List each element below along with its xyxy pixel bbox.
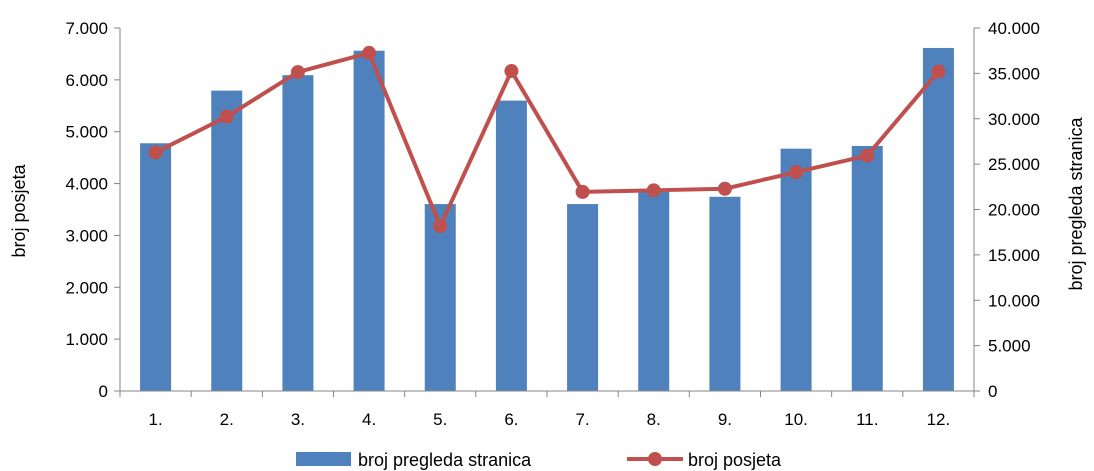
bar (638, 191, 670, 391)
x-tick-label: 3. (291, 410, 305, 429)
legend-label-line: broj posjeta (688, 450, 782, 470)
bar (211, 90, 243, 392)
bar (922, 47, 954, 392)
x-tick-label: 8. (647, 410, 661, 429)
bar (851, 145, 883, 391)
y-left-tick-label: 1.000 (65, 330, 108, 349)
legend-swatch-bars (296, 452, 351, 466)
y-left-tick-label: 7.000 (65, 19, 108, 38)
x-tick-label: 5. (433, 410, 447, 429)
y-right-tick-label: 10.000 (988, 291, 1040, 310)
y-axis-left-title: broj posjeta (9, 163, 29, 257)
x-tick-label: 4. (362, 410, 376, 429)
bar (709, 196, 741, 391)
x-tick-label: 11. (856, 410, 878, 429)
y-left-tick-label: 3.000 (65, 226, 108, 245)
line-marker (219, 109, 234, 124)
y-left-tick-label: 6.000 (65, 71, 108, 90)
bar (424, 204, 456, 391)
bar (780, 148, 812, 391)
line-marker (717, 181, 732, 196)
line-marker (362, 45, 377, 60)
line-marker (646, 183, 661, 198)
y-right-tick-label: 5.000 (988, 337, 1031, 356)
line-path (154, 50, 940, 229)
x-tick-label: 2. (220, 410, 234, 429)
bar (140, 143, 172, 391)
line-series (148, 45, 946, 234)
bar (495, 100, 527, 391)
y-right-tick-label: 35.000 (988, 64, 1040, 83)
tick-labels: 0 1.000 2.000 3.000 4.000 5.000 6.000 7.000 0 5.0… (65, 19, 1040, 429)
axes (114, 27, 980, 397)
y-left-tick-label: 4.000 (65, 175, 108, 194)
y-right-tick-label: 30.000 (988, 110, 1040, 129)
x-tick-label: 12. (927, 410, 951, 429)
line-marker (931, 64, 946, 79)
line-marker (433, 219, 448, 234)
legend: broj pregleda stranica broj posjeta (296, 450, 782, 470)
y-left-tick-label: 5.000 (65, 123, 108, 142)
y-axis-right-title: broj pregleda stranica (1066, 116, 1086, 290)
line-marker (789, 165, 804, 180)
x-tick-label: 1. (148, 410, 162, 429)
bar (353, 50, 385, 391)
y-left-tick-label: 0 (99, 382, 108, 401)
bar-series (140, 47, 954, 392)
legend-swatch-marker (648, 452, 662, 466)
line-marker (148, 145, 163, 160)
y-left-tick-label: 2.000 (65, 278, 108, 297)
x-tick-label: 9. (718, 410, 732, 429)
x-tick-label: 10. (784, 410, 808, 429)
line-marker (290, 65, 305, 80)
y-right-tick-label: 25.000 (988, 155, 1040, 174)
y-right-tick-label: 0 (988, 382, 997, 401)
line-marker (860, 148, 875, 163)
line-marker (504, 64, 519, 79)
line-marker (575, 184, 590, 199)
legend-label-bars: broj pregleda stranica (358, 450, 532, 470)
x-tick-label: 6. (504, 410, 518, 429)
y-right-tick-label: 20.000 (988, 201, 1040, 220)
x-tick-label: 7. (575, 410, 589, 429)
y-right-tick-label: 15.000 (988, 246, 1040, 265)
bar (567, 204, 599, 391)
bar (282, 75, 314, 391)
y-right-tick-label: 40.000 (988, 19, 1040, 38)
